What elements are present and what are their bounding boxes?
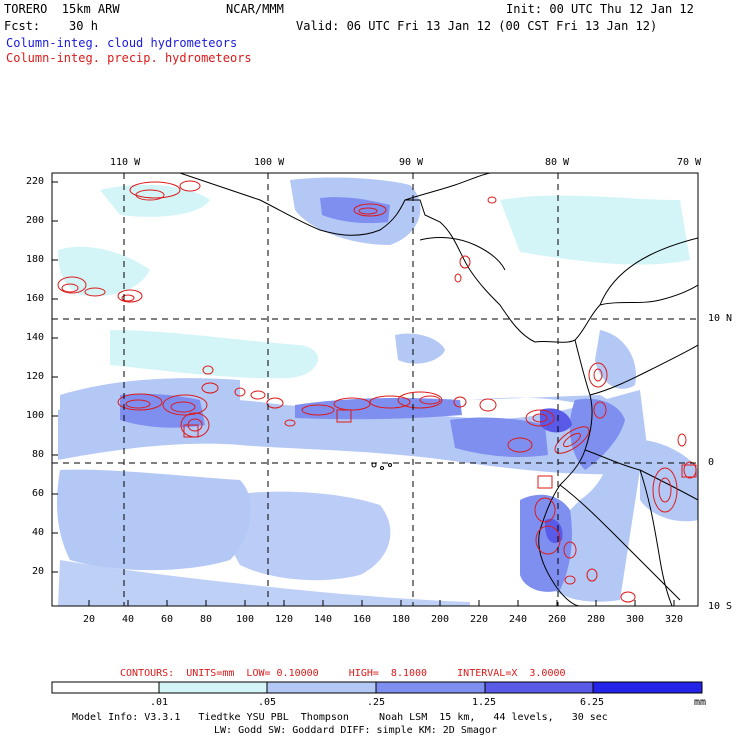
x-tick: 320 <box>665 614 684 625</box>
field-cloud-label: Column-integ. cloud hydrometeors <box>6 36 238 50</box>
lon-label-70w: 70 W <box>677 157 702 168</box>
coastline-layer <box>179 173 698 606</box>
y-tick: 160 <box>26 293 45 304</box>
x-tick: 280 <box>587 614 606 625</box>
forecast-hour: Fcst: 30 h <box>4 19 98 33</box>
shading-layer <box>57 177 698 606</box>
x-tick: 160 <box>353 614 372 625</box>
field-precip-label: Column-integ. precip. hydrometeors <box>6 51 252 65</box>
init-time: Init: 00 UTC Thu 12 Jan 12 <box>506 2 694 16</box>
x-tick: 300 <box>626 614 645 625</box>
lon-label-110w: 110 W <box>110 157 141 168</box>
precip-contours <box>57 180 697 603</box>
left-ticks <box>52 181 675 606</box>
x-tick: 80 <box>200 614 213 625</box>
x-tick: 180 <box>392 614 411 625</box>
colorbar-label: .01 <box>150 697 169 708</box>
y-tick: 220 <box>26 176 45 187</box>
y-tick: 20 <box>32 566 45 577</box>
x-tick: 120 <box>275 614 294 625</box>
x-tick: 20 <box>83 614 96 625</box>
lat-label-0: 0 <box>708 457 715 468</box>
y-tick: 140 <box>26 332 45 343</box>
y-tick: 120 <box>26 371 45 382</box>
x-tick: 260 <box>548 614 567 625</box>
colorbar-label: 6.25 <box>580 697 605 708</box>
colorbar-label: 1.25 <box>472 697 497 708</box>
x-tick: 200 <box>431 614 450 625</box>
model-info-line1: Model Info: V3.3.1 Tiedtke YSU PBL Thomp… <box>72 712 608 723</box>
y-tick: 100 <box>26 410 45 421</box>
center-name: NCAR/MMM <box>226 2 284 16</box>
lon-label-90w: 90 W <box>399 157 424 168</box>
x-tick: 100 <box>236 614 255 625</box>
lat-label-10n: 10 N <box>708 313 733 324</box>
lon-label-80w: 80 W <box>545 157 570 168</box>
map-frame <box>51 172 699 607</box>
contour-info: CONTOURS: UNITS=mm LOW= 0.10000 HIGH= 8.… <box>120 668 566 679</box>
y-tick: 60 <box>32 488 45 499</box>
y-tick: 80 <box>32 449 45 460</box>
colorbar <box>51 681 703 694</box>
x-tick: 140 <box>314 614 333 625</box>
x-tick: 60 <box>161 614 174 625</box>
x-tick: 40 <box>122 614 135 625</box>
colorbar-unit: mm <box>694 697 707 708</box>
y-tick: 40 <box>32 527 45 538</box>
x-tick: 240 <box>509 614 528 625</box>
model-name: TORERO 15km ARW <box>4 2 120 16</box>
lon-label-100w: 100 W <box>254 157 285 168</box>
x-tick: 220 <box>470 614 489 625</box>
valid-time: Valid: 06 UTC Fri 13 Jan 12 (00 CST Fri … <box>296 19 658 33</box>
y-tick: 180 <box>26 254 45 265</box>
colorbar-label: .05 <box>258 697 277 708</box>
graticule <box>52 173 698 606</box>
y-tick: 200 <box>26 215 45 226</box>
lat-label-10s: 10 S <box>708 601 733 612</box>
model-info-line2: LW: Godd SW: Goddard DIFF: simple KM: 2D… <box>214 725 497 736</box>
colorbar-label: .25 <box>367 697 386 708</box>
